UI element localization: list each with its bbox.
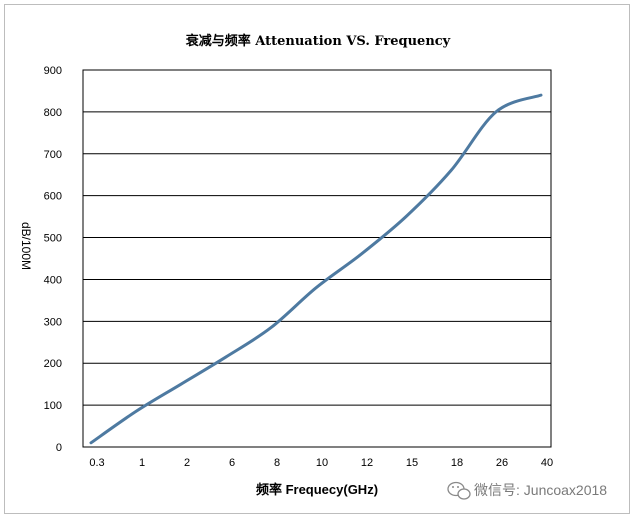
plot-area xyxy=(82,69,552,448)
series-lines xyxy=(89,93,543,445)
y-tick-label: 200 xyxy=(44,358,62,370)
y-tick-label: 600 xyxy=(44,191,62,203)
y-tick-label: 100 xyxy=(44,400,62,412)
y-tick-label: 300 xyxy=(44,316,62,328)
y-axis-label: dB/100M xyxy=(19,222,33,270)
y-tick-label: 700 xyxy=(44,149,62,161)
x-tick-label: 6 xyxy=(229,457,235,469)
x-tick-label: 0.3 xyxy=(89,457,104,469)
y-tick-label: 800 xyxy=(44,107,62,119)
series-line xyxy=(89,93,543,445)
y-tick-label: 500 xyxy=(44,233,62,245)
x-tick-labels: 0.3 1 2 6 8 10 12 15 18 26 40 xyxy=(89,457,553,469)
x-tick-label: 40 xyxy=(541,457,553,469)
x-tick-label: 1 xyxy=(139,457,145,469)
x-tick-label: 26 xyxy=(496,457,508,469)
gridlines xyxy=(83,111,551,406)
chart-title: 衰减与频率 Attenuation VS. Frequency xyxy=(185,33,451,49)
watermark-text: 微信号: Juncoax2018 xyxy=(474,482,607,498)
y-tick-label: 0 xyxy=(56,442,62,454)
x-axis-label: 频率 Frequecy(GHz) xyxy=(256,482,378,497)
x-tick-label: 8 xyxy=(274,457,280,469)
y-tick-labels: 0 100 200 300 400 500 600 700 800 900 xyxy=(44,65,62,454)
wechat-icon xyxy=(447,481,471,500)
y-tick-label: 900 xyxy=(44,65,62,77)
watermark: 微信号: Juncoax2018 xyxy=(447,481,607,500)
x-tick-label: 15 xyxy=(406,457,418,469)
x-tick-label: 18 xyxy=(451,457,463,469)
y-tick-label: 400 xyxy=(44,274,62,286)
x-tick-label: 10 xyxy=(316,457,328,469)
x-tick-label: 2 xyxy=(184,457,190,469)
x-tick-label: 12 xyxy=(361,457,373,469)
